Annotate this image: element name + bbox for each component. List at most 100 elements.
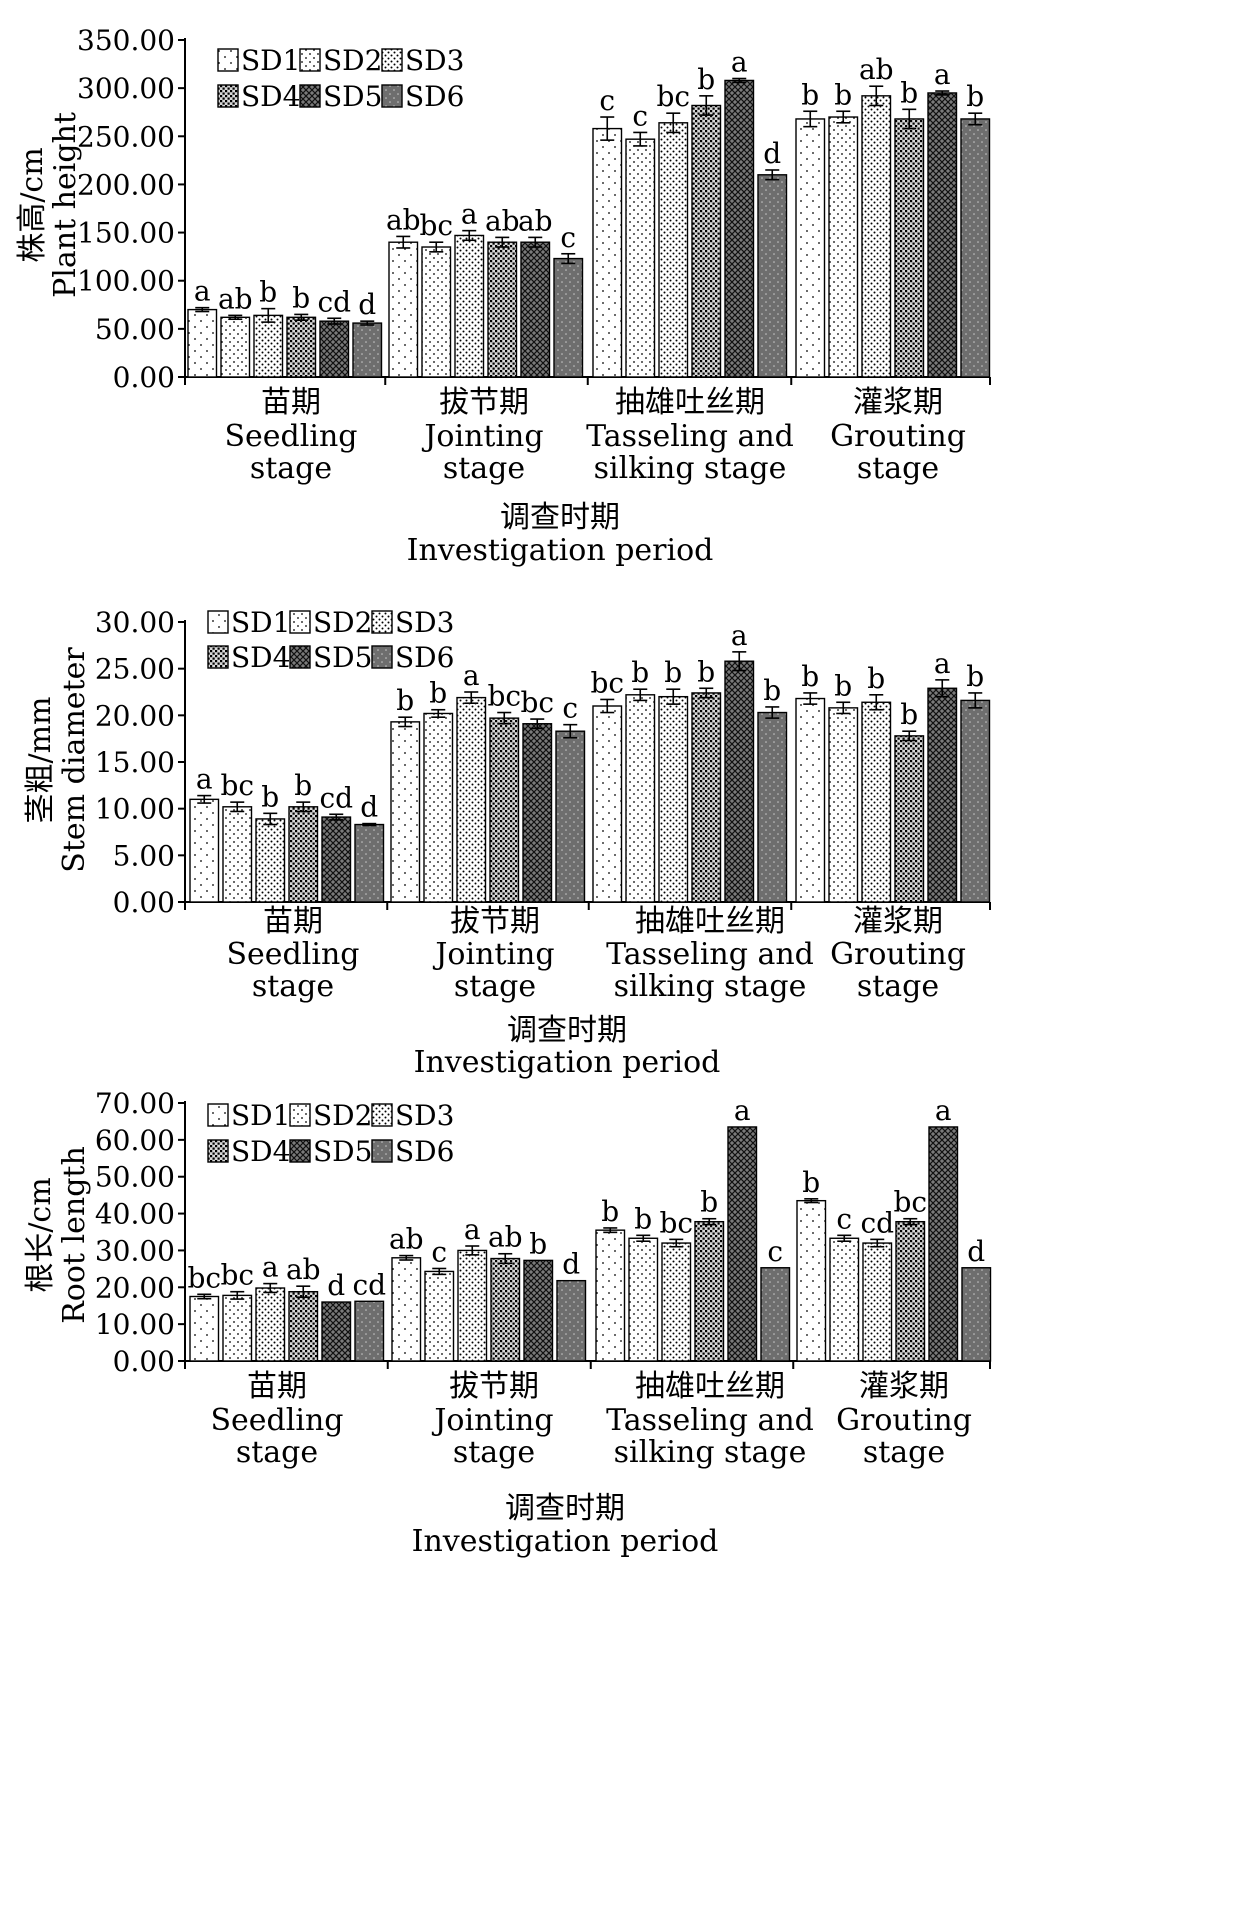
bar-sd1-4 — [795, 697, 826, 903]
y-axis-title-en: Stem diameter — [57, 647, 92, 873]
legend-swatch-sd6 — [371, 645, 393, 669]
significance-letter: b — [966, 660, 984, 693]
significance-letter: d — [327, 1269, 345, 1302]
significance-letter: d — [967, 1235, 985, 1268]
significance-letter: bc — [187, 1261, 221, 1294]
significance-letter: b — [292, 281, 310, 314]
legend-swatch-sd4 — [207, 1139, 229, 1163]
y-tick-label: 10.00 — [95, 793, 175, 826]
y-axis-title-cn: 根长/cm — [23, 1177, 58, 1292]
bar-sd3-3 — [658, 122, 689, 378]
significance-letter: b — [396, 684, 414, 717]
category-label-en: silking stage — [594, 451, 787, 486]
category-label-en: Grouting — [836, 1403, 972, 1438]
bar-sd4-4 — [894, 118, 925, 378]
bar-sd6-3 — [757, 711, 788, 903]
bar-sd6-3 — [760, 1267, 791, 1362]
significance-letter: ab — [518, 204, 553, 237]
bar-sd1-1 — [189, 1295, 220, 1362]
category-label-en: stage — [454, 969, 536, 1004]
y-tick-label: 100.00 — [77, 265, 175, 298]
y-tick-label: 60.00 — [95, 1124, 175, 1157]
category-label-en: stage — [857, 451, 939, 486]
legend-label-sd6: SD6 — [405, 80, 464, 113]
category-label-cn: 抽雄吐丝期 — [635, 1369, 785, 1404]
bar-sd2-3 — [625, 138, 656, 378]
category-label-cn: 拔节期 — [449, 1369, 539, 1404]
significance-letter: c — [632, 99, 648, 132]
y-tick-label: 300.00 — [77, 72, 175, 105]
significance-letter: a — [734, 1094, 751, 1127]
y-tick-label: 10.00 — [95, 1308, 175, 1341]
bar-sd3-2 — [456, 696, 487, 903]
significance-letter: a — [935, 1094, 952, 1127]
bar-sd4-2 — [487, 241, 518, 378]
bar-sd3-1 — [255, 1287, 286, 1362]
chart-panel-1: 0.00 50.00 100.00 150.00 200.00 250.00 300.00 3… — [15, 24, 991, 568]
significance-letter: c — [836, 1202, 852, 1235]
significance-letter: cd — [352, 1268, 386, 1301]
y-tick-label: 15.00 — [95, 746, 175, 779]
significance-letter: c — [560, 221, 576, 254]
category-label-cn: 拔节期 — [450, 904, 540, 939]
bar-sd5-3 — [724, 79, 755, 378]
legend-label-sd4: SD4 — [231, 1135, 290, 1168]
bar-sd2-4 — [829, 1237, 860, 1362]
significance-letter: b — [631, 656, 649, 689]
significance-letter: bc — [893, 1186, 927, 1219]
significance-letter: a — [196, 763, 213, 796]
bar-sd4-3 — [691, 692, 722, 903]
legend-swatch-sd3 — [371, 610, 393, 634]
significance-letter: b — [834, 669, 852, 702]
bar-sd3-4 — [861, 95, 892, 378]
y-tick-label: 70.00 — [95, 1087, 175, 1120]
significance-letter: ab — [386, 203, 421, 236]
significance-letter: d — [763, 137, 781, 170]
significance-letter: bc — [220, 1259, 254, 1292]
y-tick-label: 25.00 — [95, 653, 175, 686]
legend-swatch-sd2 — [289, 1103, 311, 1127]
bar-sd1-4 — [796, 1199, 827, 1362]
legend-label-sd1: SD1 — [241, 44, 300, 77]
bar-sd1-1 — [189, 798, 220, 903]
x-axis-title-en: Investigation period — [407, 533, 714, 568]
y-tick-label: 30.00 — [95, 1234, 175, 1267]
legend-label-sd4: SD4 — [241, 80, 300, 113]
category-label-en: stage — [443, 451, 525, 486]
category-label-cn: 苗期 — [263, 904, 323, 939]
category-label-cn: 苗期 — [247, 1369, 307, 1404]
bar-sd3-2 — [457, 1249, 488, 1362]
legend-swatch-sd5 — [289, 645, 311, 669]
category-label-en: Jointing — [431, 1403, 553, 1438]
bar-sd4-2 — [490, 1257, 521, 1362]
significance-letter: b — [261, 780, 279, 813]
significance-letter: b — [801, 660, 819, 693]
bar-sd2-2 — [423, 712, 454, 903]
bar-sd4-4 — [895, 1220, 926, 1362]
significance-letter: ab — [859, 53, 894, 86]
significance-letter: bc — [590, 666, 624, 699]
category-label-en: stage — [236, 1435, 318, 1470]
bar-sd1-3 — [592, 127, 623, 378]
significance-letter: d — [562, 1248, 580, 1281]
bar-sd5-3 — [724, 660, 755, 903]
legend-swatch-sd3 — [371, 1103, 393, 1127]
significance-letter: ab — [485, 204, 520, 237]
category-label-cn: 灌浆期 — [859, 1369, 949, 1404]
category-label-cn: 抽雄吐丝期 — [615, 385, 765, 420]
significance-letter: cd — [317, 285, 351, 318]
significance-letter: a — [262, 1251, 279, 1284]
category-label-en: stage — [863, 1435, 945, 1470]
significance-letter: ab — [389, 1223, 424, 1256]
y-tick-label: 0.00 — [113, 361, 175, 394]
category-label-en: stage — [857, 969, 939, 1004]
bar-sd2-2 — [421, 246, 452, 378]
y-tick-label: 20.00 — [95, 699, 175, 732]
bar-sd2-4 — [828, 116, 859, 378]
bar-sd3-3 — [661, 1242, 692, 1362]
y-tick-label: 0.00 — [113, 1345, 175, 1378]
legend-swatch-sd5 — [289, 1139, 311, 1163]
bar-sd3-1 — [255, 818, 286, 903]
bar-sd5-1 — [321, 1301, 352, 1362]
significance-letter: b — [259, 276, 277, 309]
